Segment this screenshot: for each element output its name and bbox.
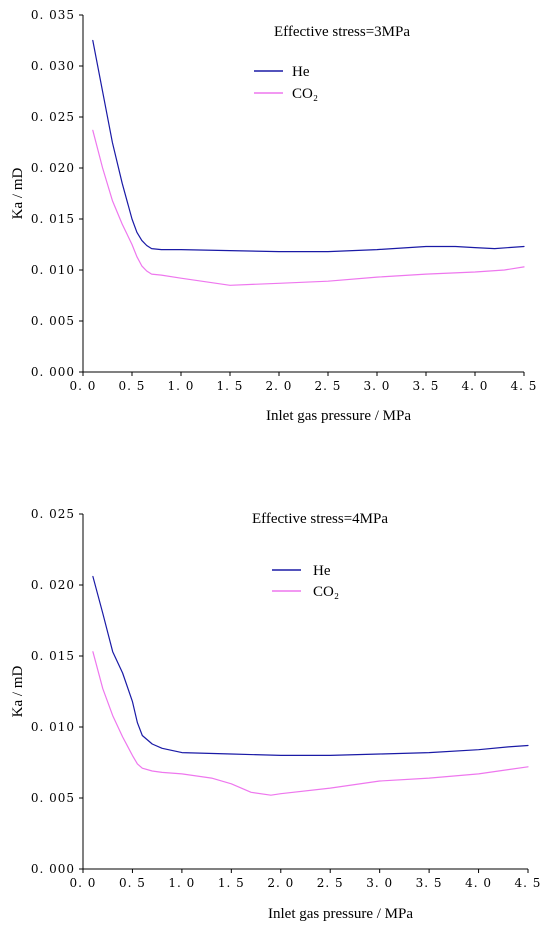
y-tick-label: 0. 025 bbox=[31, 507, 75, 521]
chart-panel-2: 0. 0 0. 5 1. 0 1. 5 2. 0 2. 5 3. 0 3. 5 4. 0 4. 5… bbox=[10, 507, 542, 922]
x-axis-title: Inlet gas pressure / MPa bbox=[266, 408, 411, 424]
y-axis-title: Ka / mD bbox=[10, 168, 26, 220]
x-tick-label: 4. 0 bbox=[462, 379, 489, 393]
series-line-co2 bbox=[92, 129, 525, 286]
y-tick-label: 0. 035 bbox=[31, 8, 75, 22]
y-tick-label: 0. 010 bbox=[31, 720, 75, 734]
x-tick-label: 3. 5 bbox=[413, 379, 440, 393]
x-tick-label: 0. 0 bbox=[70, 876, 97, 890]
y-tick-label: 0. 015 bbox=[31, 212, 75, 226]
series-line-co2 bbox=[92, 651, 529, 796]
x-tick-label: 2. 5 bbox=[315, 379, 342, 393]
x-tick-label: 1. 0 bbox=[168, 876, 195, 890]
chart-panel-1: 0. 0 0. 5 1. 0 1. 5 2. 0 2. 5 3. 0 3. 5 4. 0 4. 5… bbox=[10, 8, 538, 424]
chart-title: Effective stress=3MPa bbox=[274, 24, 410, 40]
x-tick-label: 0. 5 bbox=[119, 876, 146, 890]
x-tick-label: 4. 5 bbox=[511, 379, 538, 393]
x-tick-label: 3. 0 bbox=[364, 379, 391, 393]
x-tick-label: 1. 0 bbox=[168, 379, 195, 393]
x-tick-label: 2. 0 bbox=[267, 876, 294, 890]
y-axis-title: Ka / mD bbox=[10, 666, 26, 718]
x-axis-title: Inlet gas pressure / MPa bbox=[268, 906, 413, 922]
x-tick-label: 0. 5 bbox=[119, 379, 146, 393]
x-tick-label: 3. 5 bbox=[416, 876, 443, 890]
y-tick-label: 0. 025 bbox=[31, 110, 75, 124]
x-tick-label: 2. 0 bbox=[266, 379, 293, 393]
legend-label: CO₂ bbox=[292, 86, 318, 102]
x-tick-label: 3. 0 bbox=[366, 876, 393, 890]
x-tick-label: 1. 5 bbox=[217, 379, 244, 393]
legend-label: He bbox=[313, 563, 331, 579]
y-tick-label: 0. 020 bbox=[31, 161, 75, 175]
x-tick-label: 1. 5 bbox=[218, 876, 245, 890]
y-tick-label: 0. 005 bbox=[31, 791, 75, 805]
y-tick-label: 0. 000 bbox=[31, 862, 75, 876]
legend-label: CO₂ bbox=[313, 584, 339, 600]
x-tick-label: 2. 5 bbox=[317, 876, 344, 890]
y-tick-label: 0. 010 bbox=[31, 263, 75, 277]
y-tick-label: 0. 030 bbox=[31, 59, 75, 73]
x-tick-label: 4. 5 bbox=[515, 876, 542, 890]
series-line-he bbox=[92, 575, 529, 757]
x-tick-label: 0. 0 bbox=[70, 379, 97, 393]
y-tick-label: 0. 015 bbox=[31, 649, 75, 663]
legend-label: He bbox=[292, 64, 310, 80]
y-tick-label: 0. 020 bbox=[31, 578, 75, 592]
y-tick-label: 0. 000 bbox=[31, 365, 75, 379]
y-tick-label: 0. 005 bbox=[31, 314, 75, 328]
chart-title: Effective stress=4MPa bbox=[252, 511, 388, 527]
x-tick-label: 4. 0 bbox=[465, 876, 492, 890]
series-line-he bbox=[92, 39, 525, 253]
